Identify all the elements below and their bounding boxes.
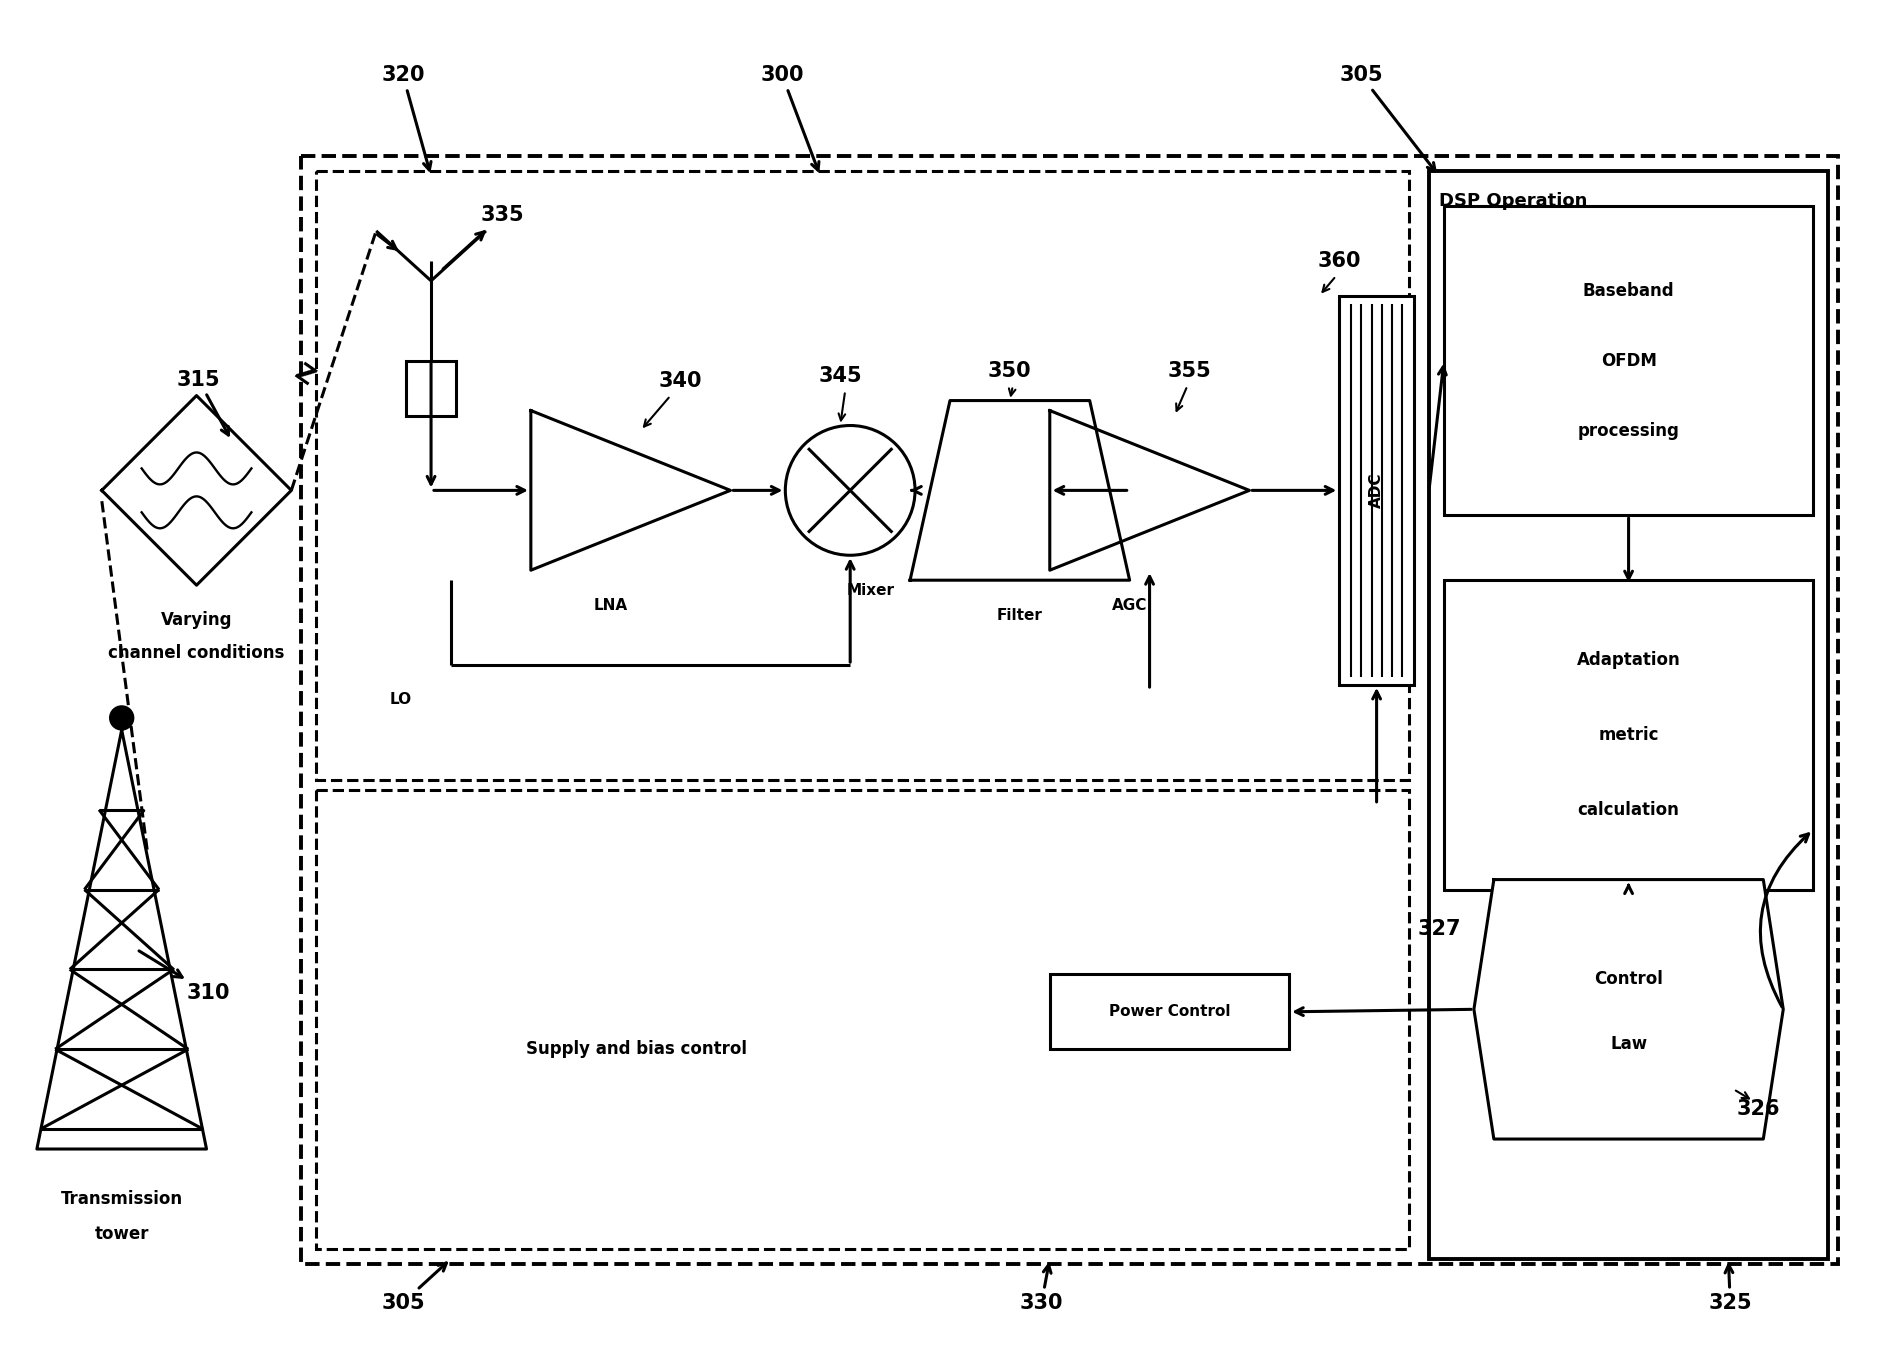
Bar — [316, 171, 1408, 780]
Text: Mixer: Mixer — [845, 583, 894, 598]
Text: calculation: calculation — [1577, 801, 1679, 818]
Text: DSP Operation: DSP Operation — [1438, 192, 1587, 211]
Text: tower: tower — [94, 1224, 149, 1243]
Bar — [316, 790, 1408, 1249]
Text: Control: Control — [1594, 971, 1662, 988]
Polygon shape — [531, 410, 730, 570]
Text: 340: 340 — [659, 371, 702, 390]
Text: Filter: Filter — [996, 608, 1043, 622]
Text: 315: 315 — [177, 370, 228, 435]
Text: ADC: ADC — [1368, 472, 1383, 508]
Text: 330: 330 — [1020, 1265, 1063, 1312]
Polygon shape — [1474, 880, 1782, 1139]
Text: Varying: Varying — [160, 612, 231, 629]
Text: metric: metric — [1598, 726, 1658, 744]
Bar — [407, 360, 455, 416]
Text: 305: 305 — [380, 1264, 446, 1312]
Text: AGC: AGC — [1112, 598, 1146, 613]
Text: 355: 355 — [1167, 360, 1210, 381]
Circle shape — [785, 425, 915, 555]
Text: 300: 300 — [760, 65, 819, 170]
Text: 320: 320 — [380, 65, 431, 170]
Bar — [1338, 296, 1413, 684]
Text: 325: 325 — [1707, 1265, 1750, 1312]
Text: Supply and bias control: Supply and bias control — [525, 1041, 747, 1058]
Text: channel conditions: channel conditions — [109, 644, 284, 662]
Text: Transmission: Transmission — [60, 1189, 183, 1208]
Text: LNA: LNA — [593, 598, 627, 613]
Text: OFDM: OFDM — [1600, 351, 1656, 370]
Circle shape — [109, 706, 134, 730]
Bar — [1428, 171, 1827, 1258]
Text: Adaptation: Adaptation — [1575, 651, 1679, 670]
Text: Law: Law — [1609, 1035, 1647, 1053]
Bar — [1443, 580, 1812, 890]
Text: processing: processing — [1577, 421, 1679, 440]
Bar — [1443, 207, 1812, 516]
Text: 305: 305 — [1338, 65, 1434, 171]
Text: Baseband: Baseband — [1583, 282, 1673, 300]
Polygon shape — [102, 396, 292, 585]
Text: 335: 335 — [442, 205, 525, 269]
Polygon shape — [909, 401, 1129, 580]
Text: 310: 310 — [139, 950, 230, 1003]
Text: 345: 345 — [819, 366, 862, 386]
Text: Power Control: Power Control — [1108, 1004, 1229, 1019]
Text: LO: LO — [390, 693, 412, 707]
Text: 360: 360 — [1317, 251, 1361, 271]
Bar — [1050, 975, 1289, 1049]
Polygon shape — [1050, 410, 1248, 570]
Bar — [301, 157, 1837, 1264]
Text: 327: 327 — [1417, 919, 1460, 940]
FancyArrowPatch shape — [1760, 834, 1809, 1007]
Text: Z: Z — [290, 360, 318, 390]
Text: 350: 350 — [988, 360, 1031, 381]
Text: 326: 326 — [1735, 1099, 1778, 1119]
